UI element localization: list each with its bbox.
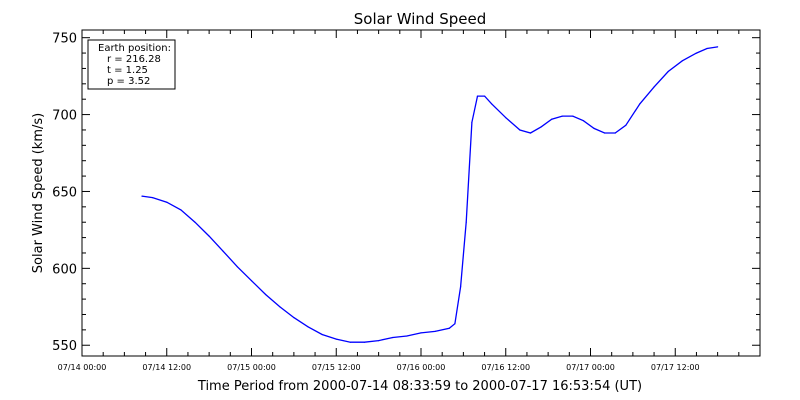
series-point	[152, 197, 154, 199]
series-point	[363, 341, 366, 343]
series-point	[378, 340, 380, 342]
earth-position-frame	[87, 39, 176, 90]
series-point	[392, 336, 394, 339]
series-point	[293, 317, 295, 319]
series-point	[222, 250, 224, 252]
series-point	[448, 327, 450, 329]
x-tick-label: 07/17 12:00	[651, 363, 700, 372]
x-tick-label: 07/15 00:00	[227, 363, 276, 372]
x-tick-label: 07/16 12:00	[481, 363, 530, 372]
series-point	[420, 332, 422, 334]
series-point	[572, 115, 574, 117]
series-point	[561, 115, 563, 117]
series-point	[484, 95, 486, 97]
series-point	[406, 335, 408, 337]
series-point	[335, 338, 337, 340]
series-point	[551, 118, 553, 120]
x-tick-label: 07/16 00:00	[397, 363, 446, 372]
y-tick-label: 600	[52, 262, 77, 277]
earth-position-box: Earth position: r = 216.28 t = 1.25 p = …	[87, 39, 176, 90]
earth-position-t: t = 1.25	[107, 65, 148, 76]
y-tick-label: 750	[52, 32, 77, 47]
series-point	[307, 326, 309, 328]
earth-position-r: r = 216.28	[107, 54, 161, 65]
series-point	[208, 235, 210, 237]
x-tick-label: 07/17 00:00	[566, 363, 615, 372]
series-point	[476, 95, 479, 97]
solar-wind-series-line	[141, 46, 718, 343]
series-point	[667, 70, 669, 73]
x-axis: 07/14 00:00 07/14 12:00 07/15 00:00 07/15 1…	[58, 30, 740, 372]
series-point	[717, 46, 719, 48]
y-axis: 550 600 650 700 750	[52, 32, 760, 354]
x-tick-label: 07/14 12:00	[142, 363, 191, 372]
series-point	[250, 280, 253, 282]
plot-frame	[81, 29, 761, 357]
series-point	[471, 121, 473, 123]
earth-position-heading: Earth position:	[98, 43, 171, 54]
series-point	[236, 266, 238, 268]
series-point	[625, 124, 627, 126]
series-point	[505, 117, 507, 119]
earth-position-p: p = 3.52	[107, 76, 150, 87]
series-point	[180, 209, 182, 211]
series-point	[519, 129, 521, 131]
series-point	[582, 120, 585, 122]
series-point	[681, 60, 683, 62]
series-point	[434, 330, 436, 332]
series-point	[695, 52, 698, 54]
y-axis-label: Solar Wind Speed (km/s)	[31, 113, 46, 273]
series-point	[653, 86, 655, 88]
x-tick-label: 07/14 00:00	[58, 363, 107, 372]
series-point	[166, 201, 168, 203]
series-point	[465, 221, 467, 223]
x-axis-label: Time Period from 2000-07-14 08:33:59 to …	[197, 379, 642, 394]
series-point	[540, 126, 542, 128]
series-point	[604, 132, 606, 134]
chart-title: Solar Wind Speed	[354, 10, 486, 28]
y-tick-label: 650	[52, 185, 77, 200]
solar-wind-series-points	[141, 46, 719, 343]
series-point	[321, 333, 323, 336]
series-point	[593, 127, 595, 129]
series-point	[491, 103, 493, 105]
series-point	[265, 293, 267, 296]
series-point	[706, 47, 708, 50]
series-point	[529, 132, 532, 134]
x-tick-label: 07/15 12:00	[312, 363, 361, 372]
y-tick-label: 700	[52, 109, 77, 124]
series-point	[279, 306, 281, 308]
y-tick-label: 550	[52, 339, 77, 354]
series-point	[639, 103, 641, 105]
series-point	[349, 341, 351, 343]
series-point	[454, 323, 456, 325]
series-point	[614, 132, 616, 134]
series-point	[460, 286, 462, 288]
series-point	[194, 221, 196, 223]
series-point	[141, 195, 143, 197]
